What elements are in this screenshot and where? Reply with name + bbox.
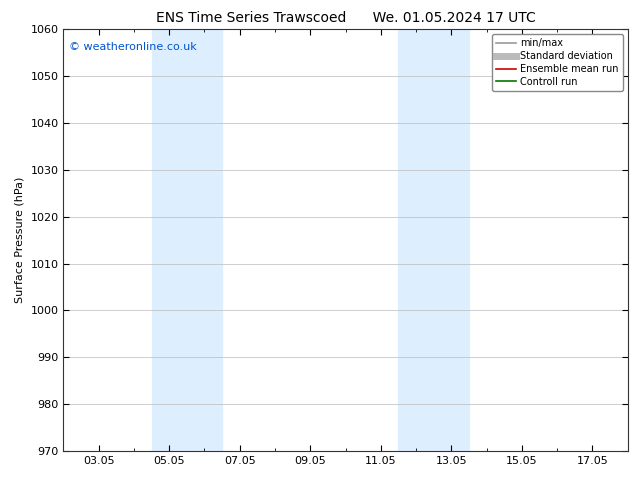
Bar bbox=[398, 29, 469, 451]
Legend: min/max, Standard deviation, Ensemble mean run, Controll run: min/max, Standard deviation, Ensemble me… bbox=[492, 34, 623, 91]
Title: ENS Time Series Trawscoed      We. 01.05.2024 17 UTC: ENS Time Series Trawscoed We. 01.05.2024… bbox=[156, 11, 535, 25]
Text: © weatheronline.co.uk: © weatheronline.co.uk bbox=[69, 42, 197, 52]
Bar bbox=[152, 29, 222, 451]
Y-axis label: Surface Pressure (hPa): Surface Pressure (hPa) bbox=[15, 177, 25, 303]
